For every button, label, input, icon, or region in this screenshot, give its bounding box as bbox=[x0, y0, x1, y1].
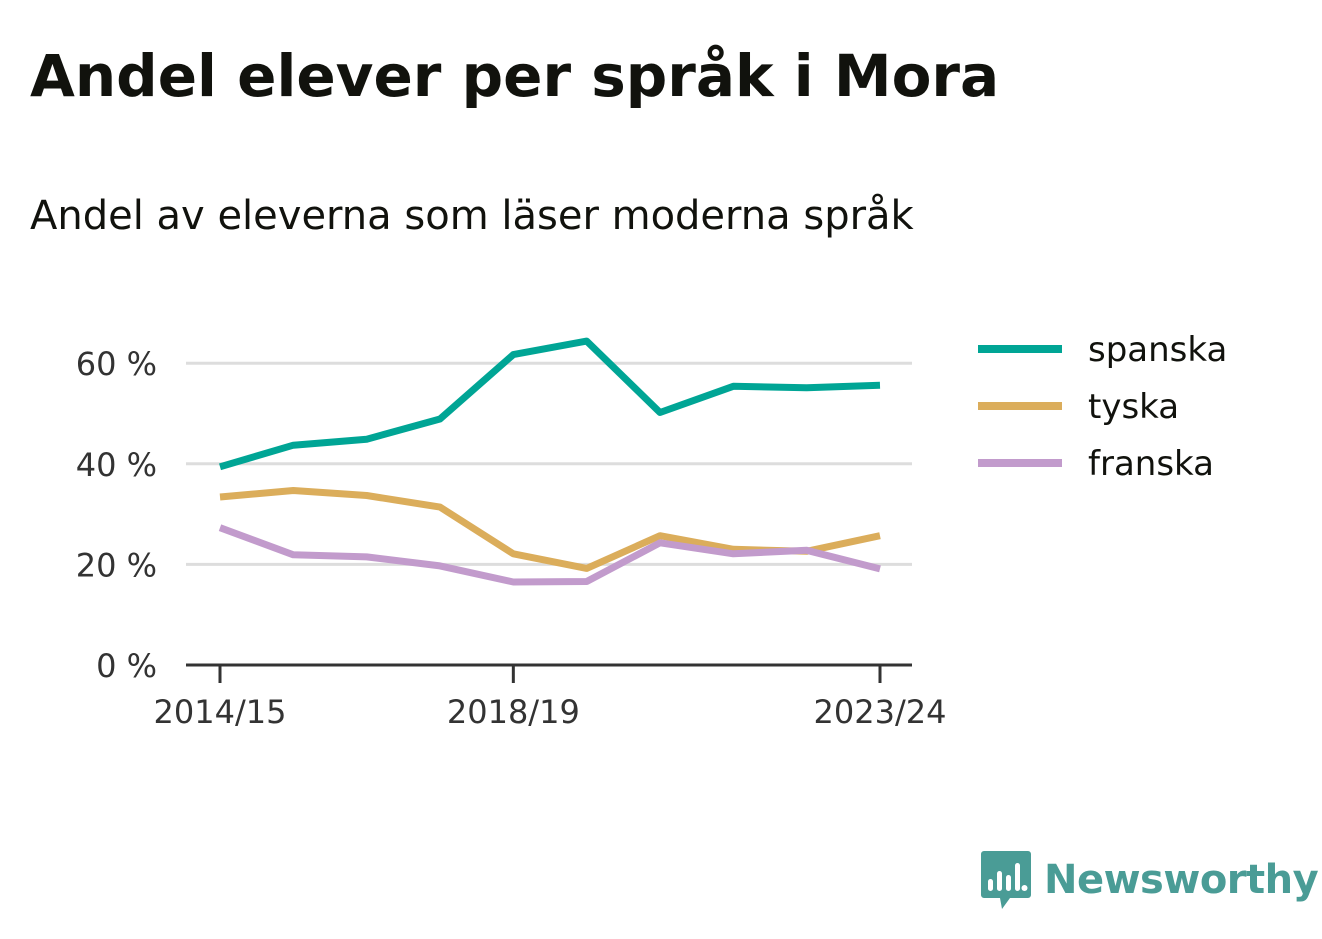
chart-subtitle: Andel av eleverna som läser moderna språ… bbox=[30, 193, 914, 239]
y-tick-label: 20 % bbox=[76, 546, 157, 584]
legend: spanska tyska franska bbox=[978, 330, 1227, 484]
chart-title: Andel elever per språk i Mora bbox=[30, 42, 1000, 110]
legend-label-franska: franska bbox=[1088, 444, 1214, 484]
legend-label-spanska: spanska bbox=[1088, 330, 1227, 370]
x-tick-label: 2023/24 bbox=[814, 693, 947, 731]
y-axis-tick-labels: 0 % 20 % 40 % 60 % bbox=[76, 345, 157, 685]
newsworthy-logo: Newsworthy bbox=[980, 848, 1319, 912]
x-axis: 2014/15 2018/19 2023/24 bbox=[154, 663, 947, 731]
series-line-franska bbox=[218, 524, 881, 586]
x-tick-label: 2014/15 bbox=[154, 693, 287, 731]
y-tick-label: 40 % bbox=[76, 446, 157, 484]
logo-text: Newsworthy bbox=[1044, 857, 1319, 903]
y-tick-label: 60 % bbox=[76, 345, 157, 383]
legend-label-tyska: tyska bbox=[1088, 387, 1179, 427]
y-tick-label: 0 % bbox=[96, 647, 157, 685]
x-tick-label: 2018/19 bbox=[447, 693, 580, 731]
series-lines bbox=[218, 337, 881, 586]
bar-chart-speech-bubble-icon bbox=[981, 851, 1031, 909]
gridlines bbox=[186, 361, 912, 566]
series-line-spanska bbox=[219, 337, 881, 471]
